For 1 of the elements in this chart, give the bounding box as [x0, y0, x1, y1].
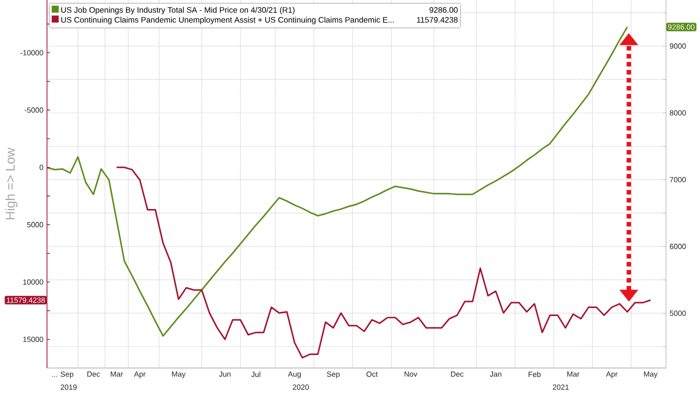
y-axis-title: High => Low: [5, 148, 18, 220]
